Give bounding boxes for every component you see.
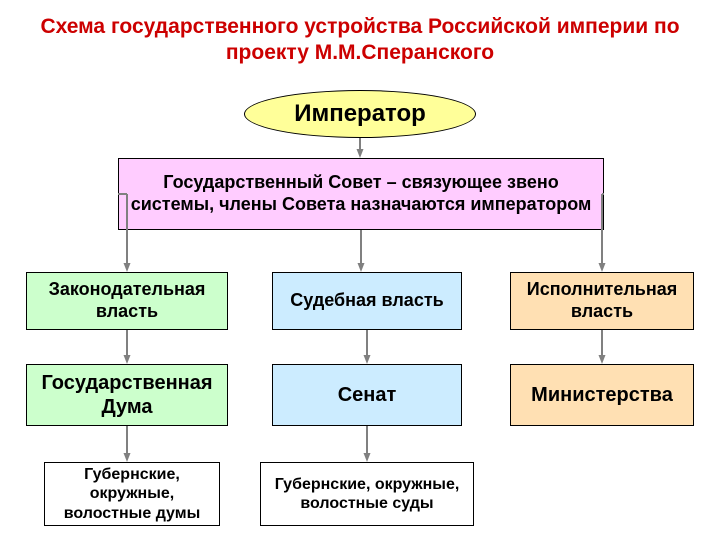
node-emperor: Император — [244, 90, 476, 138]
node-senate: Сенат — [272, 364, 462, 426]
connectors-layer — [0, 0, 720, 540]
node-local-dumas: Губернские, окружные, волостные думы — [44, 462, 220, 526]
node-judicial-power: Судебная власть — [272, 272, 462, 330]
node-legislative-power: Законодательная власть — [26, 272, 228, 330]
node-ministries: Министерства — [510, 364, 694, 426]
diagram-title: Схема государственного устройства Россий… — [0, 14, 720, 67]
node-state-council: Государственный Совет – связующее звено … — [118, 158, 604, 230]
node-state-duma: Государственная Дума — [26, 364, 228, 426]
node-executive-power: Исполнительная власть — [510, 272, 694, 330]
node-local-courts: Губернские, окружные, волостные суды — [260, 462, 474, 526]
